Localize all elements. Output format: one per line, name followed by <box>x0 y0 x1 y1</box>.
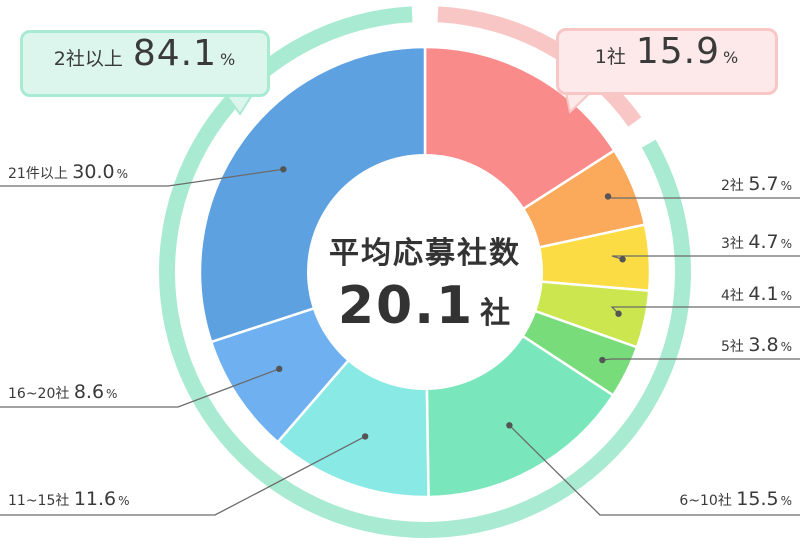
leader-line-21件以上 <box>0 168 284 187</box>
callout-single-label: 1社 <box>594 46 626 68</box>
center-value-number: 20.1 <box>337 276 475 336</box>
callout-multi-value: 84.1% <box>133 33 236 74</box>
leader-line-6~10社 <box>508 424 800 516</box>
slice-unit: % <box>106 387 117 401</box>
callout-single-value: 15.9% <box>636 31 739 72</box>
slice-category: 11~15社 <box>8 493 74 509</box>
slice-label-5社: 5社 3.8% <box>721 334 792 356</box>
leader-lines <box>0 166 800 516</box>
slice-value: 4.1 <box>748 283 778 305</box>
slice-value: 11.6 <box>74 488 116 510</box>
callout-single-company: 1社 15.9% <box>556 28 778 95</box>
slice-label-6~10社: 6~10社 15.5% <box>679 488 792 510</box>
callout-multi-label: 2社以上 <box>53 48 123 70</box>
slice-label-21件以上: 21件以上 30.0% <box>8 161 128 183</box>
slice-category: 16~20社 <box>8 386 74 402</box>
center-title: 平均応募社数 <box>329 236 521 271</box>
slice-label-11~15社: 11~15社 11.6% <box>8 488 130 510</box>
slice-category: 21件以上 <box>8 166 72 182</box>
callout-multiple-companies: 2社以上 84.1% <box>20 30 270 97</box>
slice-unit: % <box>117 167 128 181</box>
callout-single-number: 15.9 <box>635 31 721 72</box>
leader-dot-5社 <box>599 356 606 364</box>
slice-unit: % <box>118 494 129 508</box>
callout-single-unit: % <box>723 48 740 67</box>
slice-category: 3社 <box>721 236 748 252</box>
center-value-unit: 社 <box>480 296 513 331</box>
slice-value: 30.0 <box>72 161 114 183</box>
center-value: 20.1 社 <box>286 276 564 336</box>
slice-category: 6~10社 <box>679 493 736 509</box>
leader-line-3社 <box>611 255 800 260</box>
leader-dot-11~15社 <box>361 433 369 440</box>
leader-dot-4社 <box>615 310 622 317</box>
leader-dot-6~10社 <box>506 422 513 429</box>
slice-category: 2社 <box>721 178 748 194</box>
slice-unit: % <box>781 179 792 193</box>
slice-value: 8.6 <box>74 381 104 403</box>
callout-multi-number: 84.1 <box>132 33 218 74</box>
slice-value: 3.8 <box>748 334 778 356</box>
slice-unit: % <box>781 340 792 354</box>
leader-dot-2社 <box>604 193 612 200</box>
slice-value: 15.5 <box>736 488 778 510</box>
group-ring-0 <box>437 6 642 127</box>
slice-unit: % <box>781 494 792 508</box>
leader-line-11~15社 <box>0 435 366 516</box>
slice-label-2社: 2社 5.7% <box>721 173 792 195</box>
leader-line-16~20社 <box>0 368 280 408</box>
slice-label-3社: 3社 4.7% <box>721 231 792 253</box>
slice-label-16~20社: 16~20社 8.6% <box>8 381 117 403</box>
outer-ring <box>159 6 692 538</box>
slice-label-4社: 4社 4.1% <box>721 283 792 305</box>
leader-line-5社 <box>602 358 800 361</box>
leader-dot-21件以上 <box>280 166 287 173</box>
slice-category: 5社 <box>721 339 748 355</box>
slice-unit: % <box>781 289 792 303</box>
slice-unit: % <box>781 237 792 251</box>
leader-dot-3社 <box>619 256 626 263</box>
slice-value: 5.7 <box>748 173 778 195</box>
slice-labels: 2社 5.7 %3社 4.7 %4社 4.1 %5社 3.8 %6~10社 15.5 %1… <box>8 161 792 510</box>
center-hole <box>307 154 543 390</box>
callout-multi-unit: % <box>220 50 237 69</box>
slice-value: 4.7 <box>748 231 778 253</box>
leader-dot-16~20社 <box>276 365 283 373</box>
slice-category: 4社 <box>721 288 748 304</box>
